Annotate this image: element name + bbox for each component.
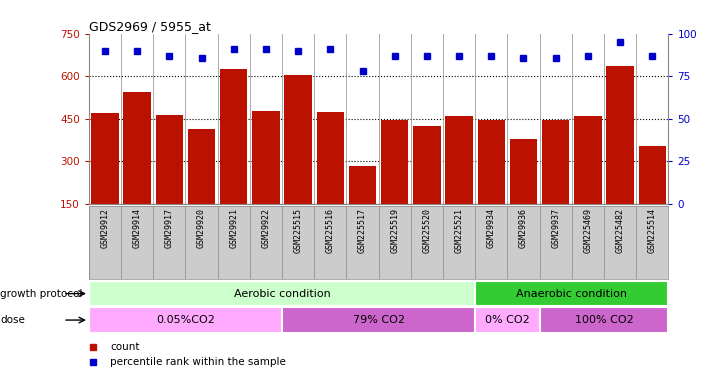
Text: GSM29936: GSM29936 xyxy=(519,208,528,248)
Bar xyxy=(574,116,602,204)
Bar xyxy=(188,129,215,204)
Text: GSM29917: GSM29917 xyxy=(165,208,174,248)
Bar xyxy=(284,75,312,204)
Text: GSM225517: GSM225517 xyxy=(358,208,367,253)
Text: 100% CO2: 100% CO2 xyxy=(574,315,634,325)
Text: GSM225469: GSM225469 xyxy=(583,208,592,253)
Text: GSM29937: GSM29937 xyxy=(551,208,560,248)
Text: GSM225519: GSM225519 xyxy=(390,208,399,253)
Text: count: count xyxy=(110,342,139,352)
Bar xyxy=(316,112,344,204)
Bar xyxy=(89,281,475,306)
Text: percentile rank within the sample: percentile rank within the sample xyxy=(110,357,286,367)
Bar xyxy=(91,113,119,204)
Text: 0% CO2: 0% CO2 xyxy=(485,315,530,325)
Bar xyxy=(349,166,376,204)
Text: GSM29921: GSM29921 xyxy=(229,208,238,248)
Text: GSM225514: GSM225514 xyxy=(648,208,657,253)
Bar xyxy=(510,139,537,204)
Text: GSM225482: GSM225482 xyxy=(616,208,624,253)
Text: 0.05%CO2: 0.05%CO2 xyxy=(156,315,215,325)
Bar xyxy=(478,120,505,204)
Text: Anaerobic condition: Anaerobic condition xyxy=(516,289,627,298)
Text: GSM225516: GSM225516 xyxy=(326,208,335,253)
Bar xyxy=(475,281,668,306)
Bar xyxy=(156,115,183,204)
Bar xyxy=(220,69,247,204)
Bar xyxy=(638,146,666,204)
Text: Aerobic condition: Aerobic condition xyxy=(234,289,331,298)
Text: dose: dose xyxy=(0,315,25,325)
Bar xyxy=(540,308,668,333)
Text: growth protocol: growth protocol xyxy=(0,289,82,298)
Text: GDS2969 / 5955_at: GDS2969 / 5955_at xyxy=(89,20,210,33)
Text: GSM225515: GSM225515 xyxy=(294,208,303,253)
Text: GSM225521: GSM225521 xyxy=(454,208,464,253)
Text: GSM29912: GSM29912 xyxy=(100,208,109,248)
Text: GSM29934: GSM29934 xyxy=(487,208,496,248)
Bar xyxy=(252,111,279,204)
Bar xyxy=(381,120,408,204)
Text: 79% CO2: 79% CO2 xyxy=(353,315,405,325)
Text: GSM29920: GSM29920 xyxy=(197,208,206,248)
Bar xyxy=(124,92,151,204)
Text: GSM225520: GSM225520 xyxy=(422,208,432,253)
Bar xyxy=(89,308,282,333)
Bar xyxy=(475,308,540,333)
Bar xyxy=(445,116,473,204)
Bar xyxy=(542,120,570,204)
Text: GSM29914: GSM29914 xyxy=(133,208,141,248)
Text: GSM29922: GSM29922 xyxy=(262,208,270,248)
Bar xyxy=(282,308,475,333)
Bar xyxy=(606,66,634,204)
Bar xyxy=(413,126,441,204)
